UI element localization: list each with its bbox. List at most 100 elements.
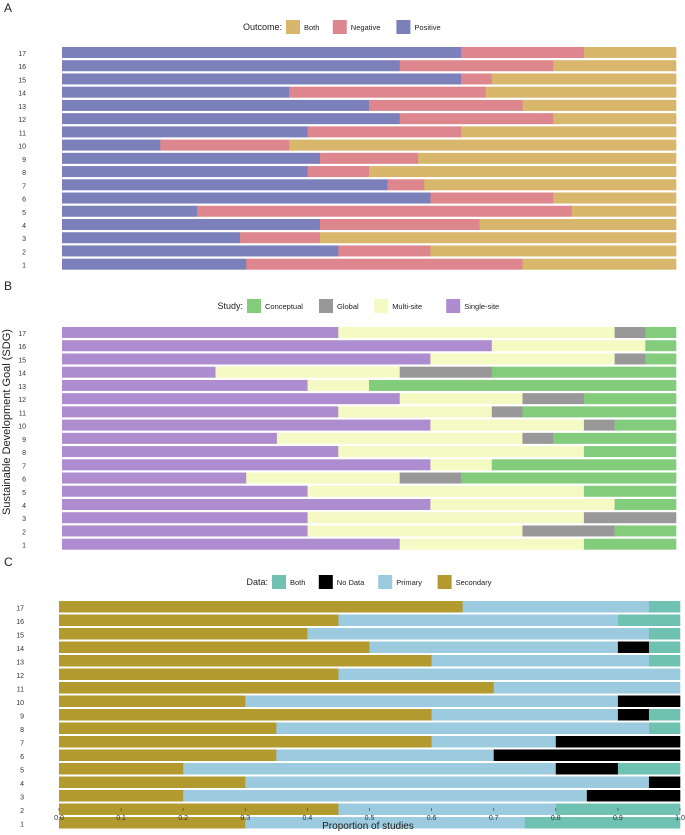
- bar-negative-sdg-9: [319, 152, 419, 164]
- y-tick-label: 17: [18, 331, 26, 338]
- legend-label-multi-site: Multi-site: [392, 302, 422, 311]
- bar-no-data-sdg-4: [648, 776, 681, 788]
- y-tick-label: 15: [16, 633, 24, 640]
- y-tick-label: 2: [20, 808, 24, 815]
- bar-global-sdg-11: [491, 406, 523, 418]
- bar-conceptual-sdg-11: [522, 406, 677, 418]
- x-tick-label: 0.6: [427, 815, 437, 822]
- bar-both-sdg-6: [553, 192, 677, 204]
- bar-negative-sdg-14: [289, 86, 486, 98]
- y-tick-label: 5: [22, 490, 26, 497]
- bar-multi-site-sdg-7: [430, 459, 493, 471]
- bar-multi-site-sdg-14: [215, 366, 400, 378]
- bar-secondary-sdg-7: [59, 736, 432, 748]
- bar-single-site-sdg-9: [62, 432, 278, 444]
- panel-b-label: B: [4, 279, 12, 293]
- legend-label-positive: Positive: [414, 23, 440, 32]
- legend-swatch-both: [272, 575, 286, 589]
- y-tick-label: 8: [20, 727, 24, 734]
- y-tick-label: 14: [18, 91, 26, 98]
- y-tick-label: 8: [22, 170, 26, 177]
- bar-secondary-sdg-14: [59, 641, 370, 653]
- bar-multi-site-sdg-6: [246, 472, 400, 484]
- x-tick-label: 0.4: [303, 815, 313, 822]
- bar-secondary-sdg-10: [59, 695, 246, 707]
- y-tick-label: 15: [18, 77, 26, 84]
- y-tick-label: 15: [18, 357, 26, 364]
- x-tick-label: 0.9: [613, 815, 623, 822]
- y-tick-label: 10: [16, 700, 24, 707]
- panel-c-label: C: [4, 555, 13, 569]
- bar-both-sdg-5: [571, 205, 677, 217]
- panel-c-x-axis: 0.0 0.1 0.2 0.3 0.4 0.5 0.6 0.7 0.8 0.9 1.0: [54, 808, 685, 822]
- legend-swatch-no-data: [318, 575, 333, 589]
- bar-primary-sdg-14: [369, 641, 619, 653]
- y-tick-label: 6: [22, 477, 26, 484]
- bar-negative-sdg-4: [319, 218, 480, 230]
- bar-single-site-sdg-13: [62, 379, 308, 391]
- bar-multi-site-sdg-12: [399, 393, 523, 405]
- bar-conceptual-sdg-16: [645, 340, 677, 352]
- y-tick-label: 3: [20, 795, 24, 802]
- bar-conceptual-sdg-8: [583, 446, 677, 458]
- bar-positive-sdg-4: [62, 218, 321, 230]
- bar-multi-site-sdg-2: [307, 525, 523, 537]
- bar-secondary-sdg-9: [59, 709, 432, 721]
- x-tick-label: 0.2: [178, 815, 188, 822]
- bar-global-sdg-10: [583, 419, 615, 431]
- legend-label-negative: Negative: [351, 23, 381, 32]
- bar-both-sdg-17: [648, 601, 681, 613]
- bar-both-sdg-15: [648, 628, 681, 640]
- panel-a: A Outcome: Both Negative Positive 123456789…: [4, 1, 677, 270]
- y-tick-label: 16: [18, 64, 26, 71]
- bar-both-sdg-5: [617, 763, 681, 775]
- bar-no-data-sdg-6: [493, 749, 681, 761]
- bar-secondary-sdg-17: [59, 601, 463, 613]
- bar-multi-site-sdg-15: [430, 353, 615, 365]
- bar-negative-sdg-15: [461, 73, 493, 85]
- legend-label-no-data: No Data: [337, 578, 365, 587]
- bar-primary-sdg-2: [338, 803, 557, 815]
- bar-single-site-sdg-4: [62, 498, 431, 510]
- y-tick-label: 3: [22, 516, 26, 523]
- bar-both-sdg-1: [524, 817, 681, 829]
- bar-both-sdg-2: [430, 245, 677, 257]
- bar-both-sdg-14: [648, 641, 681, 653]
- y-tick-label: 13: [18, 104, 26, 111]
- legend-title: Outcome:: [243, 22, 282, 32]
- y-tick-label: 5: [22, 210, 26, 217]
- legend-title: Data:: [246, 577, 268, 587]
- x-tick-label: 0.5: [365, 815, 375, 822]
- bar-primary-sdg-15: [307, 628, 650, 640]
- bar-both-sdg-9: [648, 709, 681, 721]
- y-tick-label: 7: [22, 463, 26, 470]
- legend-swatch-conceptual: [247, 299, 261, 313]
- bar-conceptual-sdg-5: [583, 485, 677, 497]
- bar-primary-sdg-6: [276, 749, 494, 761]
- bar-multi-site-sdg-11: [338, 406, 493, 418]
- bar-primary-sdg-7: [431, 736, 557, 748]
- bar-single-site-sdg-17: [62, 327, 339, 338]
- bar-positive-sdg-5: [62, 205, 198, 217]
- legend-label-both: Both: [290, 578, 305, 587]
- bar-global-sdg-14: [399, 366, 493, 378]
- bar-negative-sdg-16: [399, 60, 554, 72]
- bar-secondary-sdg-8: [59, 722, 277, 734]
- panel-b-legend: Study: Conceptual Global Multi-site Single-s…: [217, 299, 499, 313]
- bar-global-sdg-9: [522, 432, 554, 444]
- bar-primary-sdg-1: [245, 817, 526, 829]
- bar-secondary-sdg-15: [59, 628, 308, 640]
- bar-primary-sdg-12: [338, 668, 681, 680]
- legend-swatch-positive: [396, 20, 411, 34]
- bar-negative-sdg-17: [461, 47, 585, 58]
- bar-multi-site-sdg-4: [430, 498, 615, 510]
- bar-positive-sdg-15: [62, 73, 462, 85]
- bar-negative-sdg-12: [399, 113, 554, 125]
- bar-multi-site-sdg-9: [276, 432, 523, 444]
- bar-conceptual-sdg-10: [614, 419, 677, 431]
- bar-positive-sdg-17: [62, 47, 462, 58]
- x-axis-title: Proportion of studies: [322, 821, 414, 832]
- bar-positive-sdg-13: [62, 99, 370, 111]
